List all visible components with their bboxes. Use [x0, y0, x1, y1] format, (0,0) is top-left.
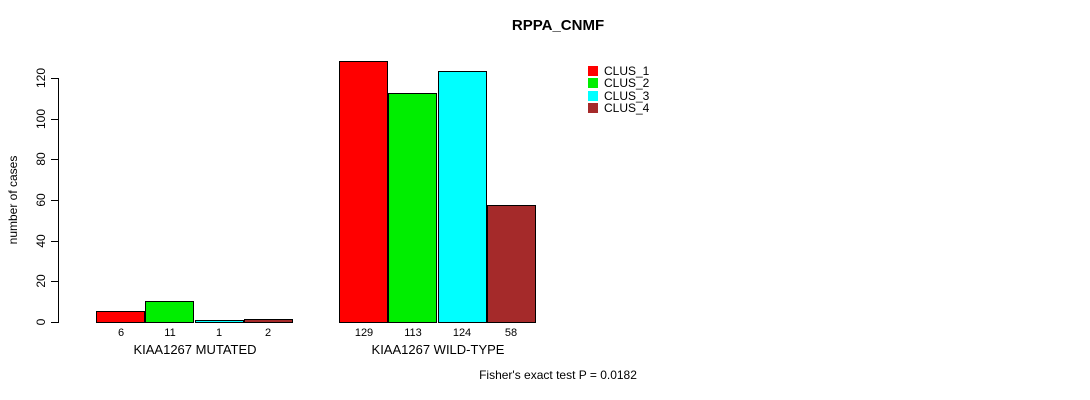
legend-swatch-clus_1 — [588, 66, 598, 76]
category-label: KIAA1267 WILD-TYPE — [371, 342, 505, 357]
y-axis-tick — [51, 78, 58, 79]
bar-value-label: 6 — [117, 327, 125, 339]
bar-clus_1-mutated — [96, 311, 145, 323]
legend-swatch-clus_4 — [588, 103, 598, 113]
bar-clus_1-wild-type — [339, 61, 388, 323]
bar-value-label: 11 — [164, 327, 176, 339]
y-axis-tick-label: 120 — [34, 67, 48, 89]
y-axis-tick — [51, 119, 58, 120]
y-axis-tick — [51, 159, 58, 160]
y-axis-tick — [51, 322, 58, 323]
bar-value-label: 1 — [215, 327, 223, 339]
y-axis-tick-label: 40 — [34, 234, 48, 248]
legend-label-clus_1: CLUS_1 — [604, 64, 650, 78]
bar-clus_2-mutated — [145, 301, 194, 323]
y-axis-tick-label: 80 — [34, 152, 48, 166]
y-axis-label: number of cases — [6, 155, 20, 245]
bar-value-label: 124 — [452, 327, 472, 339]
legend-label-clus_4: CLUS_4 — [604, 101, 650, 115]
y-axis-tick — [51, 281, 58, 282]
y-axis-tick-label: 0 — [34, 318, 48, 326]
legend-swatch-clus_2 — [588, 78, 598, 88]
bar-value-label: 2 — [264, 327, 272, 339]
y-axis-tick-label: 100 — [34, 108, 48, 130]
bar-clus_3-wild-type — [438, 71, 487, 323]
y-axis-tick — [51, 200, 58, 201]
legend-swatch-clus_3 — [588, 91, 598, 101]
bar-value-label: 58 — [504, 327, 518, 339]
category-label: KIAA1267 MUTATED — [133, 342, 257, 357]
bar-clus_4-mutated — [244, 319, 293, 323]
legend-label-clus_3: CLUS_3 — [604, 89, 650, 103]
legend-label-clus_2: CLUS_2 — [604, 76, 650, 90]
bar-clus_3-mutated — [195, 320, 244, 323]
bar-value-label: 129 — [354, 327, 374, 339]
bar-value-label: 113 — [404, 327, 422, 339]
bar-clus_4-wild-type — [487, 205, 536, 323]
y-axis-spine — [58, 78, 59, 323]
y-axis-tick — [51, 241, 58, 242]
bar-clus_2-wild-type — [388, 93, 437, 323]
y-axis-tick-label: 60 — [34, 193, 48, 207]
y-axis-tick-label: 20 — [34, 274, 48, 288]
chart-title: RPPA_CNMF — [511, 17, 605, 34]
annotation-text: Fisher's exact test P = 0.0182 — [479, 368, 637, 382]
